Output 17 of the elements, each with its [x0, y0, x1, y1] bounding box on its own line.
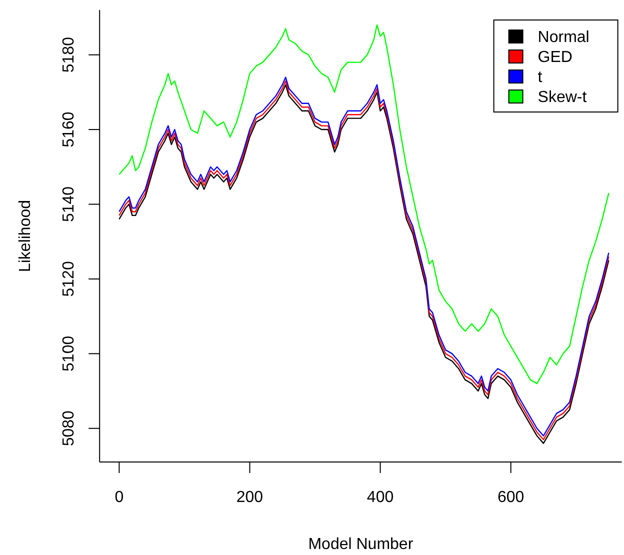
y-tick-label: 5160 [60, 112, 78, 148]
y-tick-label: 5100 [60, 336, 78, 372]
y-tick-label: 5080 [60, 410, 78, 446]
line-series [118, 24, 610, 384]
x-tick-label: 400 [366, 489, 394, 506]
legend-label: GED [538, 49, 572, 66]
y-axis-title: Likelihood [17, 200, 34, 272]
x-tick-label: 0 [114, 489, 124, 506]
x-tick-label: 200 [236, 489, 264, 506]
y-tick-label: 5120 [60, 261, 78, 297]
legend-label: t [538, 69, 543, 86]
legend-label: Normal [538, 29, 590, 46]
x-tick-label: 600 [497, 489, 524, 506]
y-tick-label: 5140 [60, 186, 78, 222]
x-axis-title: Model Number [308, 536, 414, 553]
y-tick-label: 5180 [60, 36, 78, 73]
legend-label: Skew-t [538, 89, 588, 106]
